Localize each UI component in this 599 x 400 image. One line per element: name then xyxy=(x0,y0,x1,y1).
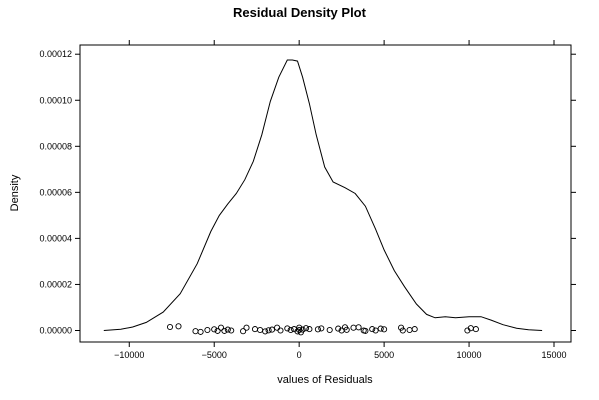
y-tick-label: 0.00012 xyxy=(39,49,72,59)
y-tick-label: 0.00002 xyxy=(39,279,72,289)
residual-point xyxy=(472,326,479,333)
x-axis-label: values of Residuals xyxy=(277,374,373,386)
residual-point xyxy=(228,327,235,334)
residual-point xyxy=(381,326,388,333)
y-axis: 0.00000 0.00002 0.00004 0.00006 0.00008 0.000… xyxy=(39,49,576,335)
residual-point xyxy=(350,324,357,331)
residual-point xyxy=(243,324,250,331)
residual-point xyxy=(318,325,325,332)
residual-point xyxy=(217,324,225,331)
residual-point xyxy=(224,326,231,333)
density-curve xyxy=(103,59,543,331)
residual-point xyxy=(294,328,301,335)
residual-point xyxy=(411,326,418,333)
residual-point xyxy=(306,326,313,333)
residual-point xyxy=(406,326,413,334)
x-tick-label: −5000 xyxy=(202,350,227,360)
residual-point xyxy=(192,328,199,335)
x-tick-label: 10000 xyxy=(457,350,482,360)
residual-point xyxy=(335,325,342,332)
y-tick-label: 0.00008 xyxy=(39,141,72,151)
y-tick-label: 0.00006 xyxy=(39,187,72,197)
residual-point xyxy=(355,324,362,331)
residual-point xyxy=(274,324,281,331)
y-tick-label: 0.00004 xyxy=(39,233,72,243)
residual-point xyxy=(326,326,333,334)
x-tick-label: 0 xyxy=(297,350,302,360)
residual-point xyxy=(314,326,321,333)
y-tick-label: 0.00000 xyxy=(39,325,72,335)
residual-point xyxy=(268,326,276,333)
residual-point xyxy=(265,327,272,334)
residual-point xyxy=(166,323,174,331)
x-axis: −10000 −5000 0 5000 10000 15000 xyxy=(114,40,567,360)
residual-point xyxy=(377,325,384,332)
residual-point xyxy=(362,327,369,334)
residual-point xyxy=(343,326,350,333)
residual-point xyxy=(240,328,247,335)
residual-point xyxy=(262,328,269,335)
residual-point xyxy=(211,326,218,333)
plot-frame xyxy=(79,44,572,343)
y-axis-label: Density xyxy=(9,174,21,211)
residual-rug-points xyxy=(166,323,479,336)
y-tick-label: 0.00010 xyxy=(39,95,72,105)
x-tick-label: 5000 xyxy=(374,350,394,360)
chart-title: Residual Density Plot xyxy=(233,5,367,20)
residual-point xyxy=(284,325,291,332)
residual-point xyxy=(277,327,284,334)
residual-point xyxy=(372,327,379,334)
residual-point xyxy=(221,327,228,334)
x-tick-label: 15000 xyxy=(541,350,566,360)
residual-point xyxy=(197,328,204,335)
residual-point xyxy=(257,326,264,334)
residual-point xyxy=(251,326,259,333)
residual-point xyxy=(299,326,306,333)
residual-point xyxy=(369,326,376,333)
residual-point xyxy=(302,325,310,332)
residual-point xyxy=(214,327,221,334)
residual-point xyxy=(287,326,294,334)
residual-point xyxy=(204,326,211,334)
residual-point xyxy=(399,327,406,334)
x-tick-label: −10000 xyxy=(114,350,144,360)
residual-point xyxy=(175,323,182,330)
